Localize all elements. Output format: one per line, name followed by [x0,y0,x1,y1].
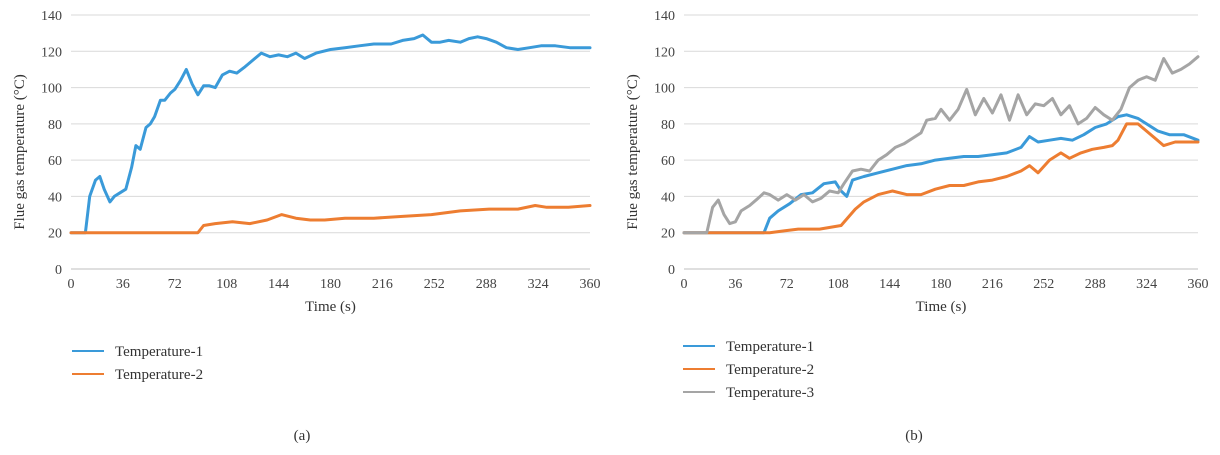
y-tick-label: 140 [654,9,675,24]
series-line-temperature-2 [69,204,592,235]
x-tick-label: 360 [1188,277,1209,292]
x-tick-label: 288 [1085,277,1106,292]
y-tick-label: 20 [661,227,675,242]
x-tick-label: 36 [116,277,130,292]
panel-caption: (b) [905,428,923,444]
y-tick-label: 0 [55,263,62,278]
x-tick-label: 72 [168,277,182,292]
x-tick-label: 360 [580,277,601,292]
y-tick-label: 40 [661,190,675,205]
y-axis-label: Flue gas temperature (°C) [625,74,641,230]
x-tick-label: 216 [982,277,1003,292]
x-tick-label: 180 [931,277,952,292]
x-tick-label: 180 [320,277,341,292]
y-tick-label: 80 [661,118,675,133]
x-tick-label: 108 [828,277,849,292]
x-tick-label: 0 [681,277,688,292]
x-tick-label: 108 [216,277,237,292]
legend-entry: Temperature-3 [726,385,814,401]
y-axis-label: Flue gas temperature (°C) [12,74,28,230]
y-tick-label: 120 [41,45,62,60]
x-tick-label: 36 [728,277,742,292]
legend-entry: Temperature-2 [115,367,203,383]
series-line-temperature-1 [682,113,1200,235]
y-tick-label: 140 [41,9,62,24]
legend-entry: Temperature-1 [726,339,814,355]
y-tick-label: 80 [48,118,62,133]
x-axis-label: Time (s) [305,299,356,315]
y-tick-label: 60 [661,154,675,169]
x-tick-label: 144 [268,277,289,292]
chart-a: 0 20 40 60 80 100 120 140 0 36 72 108 144 180 216 252 28… [12,9,601,444]
x-tick-label: 324 [1136,277,1157,292]
y-tick-label: 60 [48,154,62,169]
y-tick-label: 40 [48,190,62,205]
y-tick-label: 120 [654,45,675,60]
x-tick-label: 288 [476,277,497,292]
legend-entry: Temperature-1 [115,344,203,360]
x-tick-label: 324 [528,277,549,292]
y-tick-label: 20 [48,227,62,242]
series-line-temperature-1 [69,33,592,235]
x-tick-label: 0 [68,277,75,292]
x-tick-label: 252 [1033,277,1054,292]
series-line-temperature-3 [682,55,1200,235]
y-tick-label: 100 [41,82,62,97]
x-axis-label: Time (s) [916,299,967,315]
chart-b: 0 20 40 60 80 100 120 140 0 36 72 108 144 180 216 252 28… [625,9,1209,444]
y-tick-label: 100 [654,82,675,97]
series-line-temperature-2 [682,122,1200,235]
panel-caption: (a) [294,428,311,444]
y-tick-label: 0 [668,263,675,278]
x-tick-label: 216 [372,277,393,292]
legend-entry: Temperature-2 [726,362,814,378]
x-tick-label: 252 [424,277,445,292]
x-tick-label: 144 [879,277,900,292]
x-tick-label: 72 [780,277,794,292]
